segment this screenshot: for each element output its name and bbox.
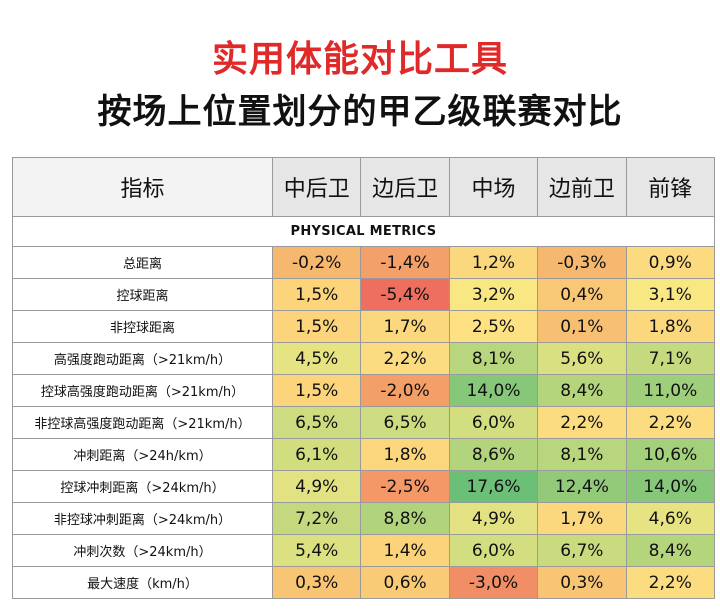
- value-cell: 5,6%: [537, 342, 627, 375]
- value-cell: -5,4%: [360, 278, 450, 311]
- value-cell: 2,5%: [448, 310, 539, 343]
- value-cell: 6,5%: [360, 406, 450, 439]
- value-cell: -2,5%: [360, 470, 450, 503]
- position-header: 边后卫: [360, 157, 450, 217]
- position-header: 前锋: [625, 157, 715, 217]
- value-cell: -1,4%: [360, 246, 450, 279]
- value-cell: 1,7%: [537, 502, 627, 535]
- value-cell: -0,2%: [271, 246, 362, 279]
- table-row: 总距离 -0,2% -1,4% 1,2% -0,3% 0,9%: [12, 246, 715, 279]
- page-subtitle: 按场上位置划分的甲乙级联赛对比: [97, 92, 623, 132]
- value-cell: 6,1%: [271, 438, 362, 471]
- value-cell: 0,6%: [360, 566, 450, 599]
- value-cell: 0,3%: [271, 566, 362, 599]
- position-header: 中后卫: [271, 157, 362, 217]
- value-cell: -2,0%: [360, 374, 450, 407]
- value-cell: -0,3%: [537, 246, 627, 279]
- value-cell: 11,0%: [625, 374, 715, 407]
- value-cell: 8,6%: [448, 438, 539, 471]
- value-cell: 2,2%: [537, 406, 627, 439]
- value-cell: 1,8%: [625, 310, 715, 343]
- section-row: PHYSICAL METRICS: [12, 216, 715, 247]
- metric-label: 冲刺距离（>24h/km）: [12, 438, 273, 471]
- value-cell: -3,0%: [448, 566, 539, 599]
- value-cell: 6,0%: [448, 406, 539, 439]
- value-cell: 0,3%: [537, 566, 627, 599]
- table-row: 高强度跑动距离（>21km/h） 4,5% 2,2% 8,1% 5,6% 7,1%: [12, 342, 715, 375]
- metric-label: 高强度跑动距离（>21km/h）: [12, 342, 273, 375]
- value-cell: 4,6%: [625, 502, 715, 535]
- metric-label: 控球距离: [12, 278, 273, 311]
- value-cell: 8,4%: [625, 534, 715, 567]
- value-cell: 4,9%: [271, 470, 362, 503]
- value-cell: 1,7%: [360, 310, 450, 343]
- metric-label: 最大速度（km/h）: [12, 566, 273, 599]
- metric-label: 控球冲刺距离（>24km/h）: [12, 470, 273, 503]
- value-cell: 7,2%: [271, 502, 362, 535]
- value-cell: 12,4%: [537, 470, 627, 503]
- position-header: 中场: [448, 157, 539, 217]
- value-cell: 1,5%: [271, 374, 362, 407]
- position-header: 边前卫: [537, 157, 627, 217]
- value-cell: 2,2%: [625, 566, 715, 599]
- value-cell: 1,5%: [271, 278, 362, 311]
- value-cell: 4,9%: [448, 502, 539, 535]
- table-row: 控球高强度跑动距离（>21km/h） 1,5% -2,0% 14,0% 8,4% 11,0…: [12, 374, 715, 407]
- table-row: 控球距离 1,5% -5,4% 3,2% 0,4% 3,1%: [12, 278, 715, 311]
- value-cell: 17,6%: [448, 470, 539, 503]
- value-cell: 6,0%: [448, 534, 539, 567]
- table-row: 冲刺次数（>24km/h） 5,4% 1,4% 6,0% 6,7% 8,4%: [12, 534, 715, 567]
- value-cell: 8,4%: [537, 374, 627, 407]
- metric-label: 冲刺次数（>24km/h）: [12, 534, 273, 567]
- value-cell: 1,4%: [360, 534, 450, 567]
- header-row: 指标 中后卫 边后卫 中场 边前卫 前锋: [12, 157, 715, 217]
- value-cell: 0,4%: [537, 278, 627, 311]
- metric-label: 控球高强度跑动距离（>21km/h）: [12, 374, 273, 407]
- table-row: 非控球距离 1,5% 1,7% 2,5% 0,1% 1,8%: [12, 310, 715, 343]
- value-cell: 2,2%: [360, 342, 450, 375]
- value-cell: 6,5%: [271, 406, 362, 439]
- comparison-table: 指标 中后卫 边后卫 中场 边前卫 前锋 PHYSICAL METRICS 总距…: [12, 157, 715, 599]
- value-cell: 14,0%: [448, 374, 539, 407]
- page-title: 实用体能对比工具: [211, 39, 508, 80]
- table-row: 非控球冲刺距离（>24km/h） 7,2% 8,8% 4,9% 1,7% 4,6%: [12, 502, 715, 535]
- table-row: 冲刺距离（>24h/km） 6,1% 1,8% 8,6% 8,1% 10,6%: [12, 438, 715, 471]
- value-cell: 1,5%: [271, 310, 362, 343]
- value-cell: 4,5%: [271, 342, 362, 375]
- value-cell: 0,1%: [537, 310, 627, 343]
- table-row: 控球冲刺距离（>24km/h） 4,9% -2,5% 17,6% 12,4% 14,0%: [12, 470, 715, 503]
- value-cell: 0,9%: [625, 246, 715, 279]
- value-cell: 8,1%: [448, 342, 539, 375]
- value-cell: 5,4%: [271, 534, 362, 567]
- value-cell: 10,6%: [625, 438, 715, 471]
- value-cell: 3,1%: [625, 278, 715, 311]
- value-cell: 6,7%: [537, 534, 627, 567]
- value-cell: 8,1%: [537, 438, 627, 471]
- metric-label: 总距离: [12, 246, 273, 279]
- value-cell: 7,1%: [625, 342, 715, 375]
- metric-label: 非控球高强度跑动距离（>21km/h）: [12, 406, 273, 439]
- metric-label: 非控球冲刺距离（>24km/h）: [12, 502, 273, 535]
- metric-column-header: 指标: [12, 157, 273, 217]
- value-cell: 8,8%: [360, 502, 450, 535]
- section-label: PHYSICAL METRICS: [12, 216, 715, 247]
- table-row: 最大速度（km/h） 0,3% 0,6% -3,0% 0,3% 2,2%: [12, 566, 715, 599]
- value-cell: 1,8%: [360, 438, 450, 471]
- value-cell: 3,2%: [448, 278, 539, 311]
- value-cell: 2,2%: [625, 406, 715, 439]
- value-cell: 14,0%: [625, 470, 715, 503]
- table-row: 非控球高强度跑动距离（>21km/h） 6,5% 6,5% 6,0% 2,2% 2,2%: [12, 406, 715, 439]
- value-cell: 1,2%: [448, 246, 539, 279]
- metric-label: 非控球距离: [12, 310, 273, 343]
